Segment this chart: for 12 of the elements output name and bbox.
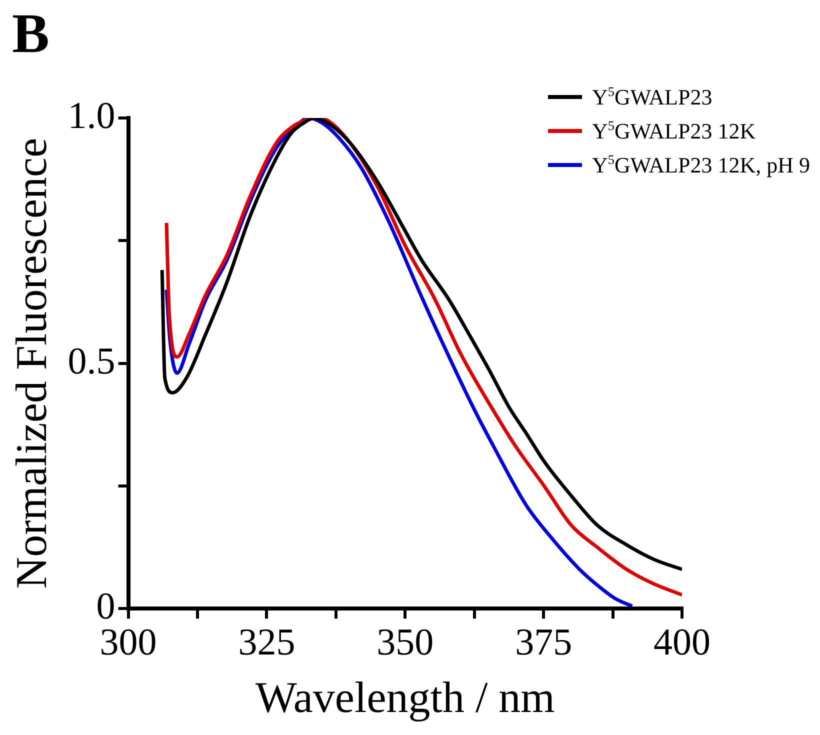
x-tick-label: 375 [515, 621, 572, 664]
legend-label: Y$^{5}$GWALP23 12K, pH 9 [592, 152, 810, 178]
x-tick-label: 325 [238, 621, 296, 664]
legend-label: Y$^{5}$GWALP23 [592, 84, 712, 110]
x-axis-title: Wavelength / nm [255, 673, 555, 722]
x-tick-label: 400 [654, 621, 710, 664]
x-tick-label: 350 [376, 621, 434, 664]
legend-label: Y$^{5}$GWALP23 12K [592, 118, 756, 144]
y-tick-label: 1.0 [68, 94, 116, 137]
text: B [12, 2, 50, 66]
y-axis-title: Normalized Fluorescence [6, 138, 56, 589]
y-tick-label: 0.5 [68, 340, 116, 382]
